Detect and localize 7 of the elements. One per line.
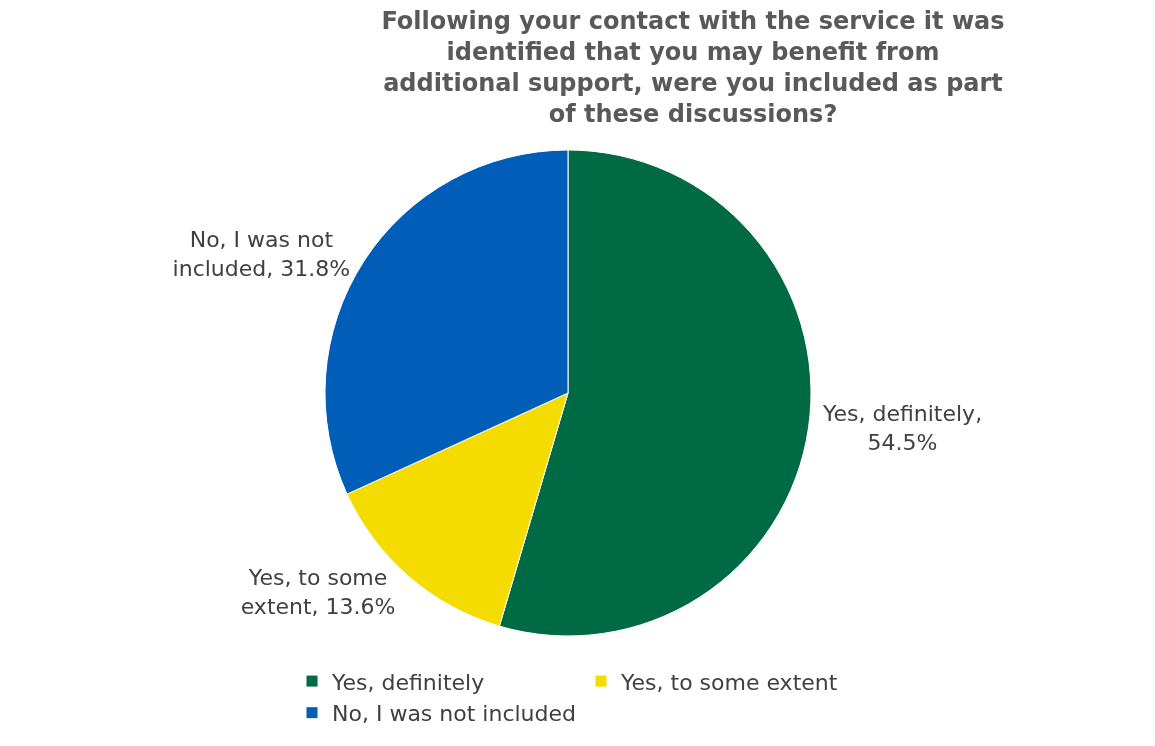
chart-title: Following your contact with the service it was identified that you may benefit from additional support, were you included as part of these discussions? <box>381 6 1005 129</box>
legend-label: Yes, to some extent <box>620 669 838 695</box>
legend-label: Yes, definitely <box>331 669 485 695</box>
data-label: Yes, definitely, 54.5% <box>821 401 983 455</box>
data-label: No, I was not included, 31.8% <box>172 227 351 281</box>
data-label: Yes, to some extent, 13.6% <box>240 565 396 619</box>
legend-label: No, I was not included <box>332 701 577 727</box>
